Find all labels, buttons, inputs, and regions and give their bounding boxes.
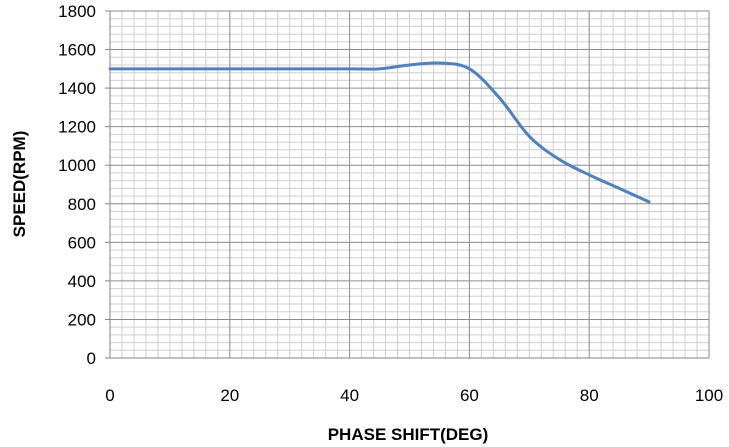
y-tick-label: 800 <box>68 195 96 214</box>
x-tick-label: 80 <box>580 386 599 405</box>
y-tick-label: 1600 <box>58 41 96 60</box>
y-tick-label: 1800 <box>58 2 96 21</box>
y-tick-label: 400 <box>68 272 96 291</box>
y-tick-label: 1200 <box>58 118 96 137</box>
x-tick-label: 0 <box>105 386 114 405</box>
axes <box>105 10 709 359</box>
x-tick-label: 60 <box>460 386 479 405</box>
series-line-0 <box>108 61 651 204</box>
y-axis-title: SPEED(RPM) <box>10 131 29 238</box>
x-tick-label: 40 <box>340 386 359 405</box>
x-tick-label: 20 <box>220 386 239 405</box>
y-tick-label: 1000 <box>58 156 96 175</box>
grid <box>109 10 710 359</box>
x-tick-label: 100 <box>695 386 723 405</box>
y-tick-label: 1400 <box>58 79 96 98</box>
series-group <box>108 61 651 204</box>
y-tick-label: 200 <box>68 310 96 329</box>
x-axis-title: PHASE SHIFT(DEG) <box>328 425 489 444</box>
y-tick-labels: 0 200 400 600 800 1000 1200 1400 1600 1800 <box>58 2 96 368</box>
y-tick-label: 600 <box>68 233 96 252</box>
y-tick-label: 0 <box>87 349 96 368</box>
x-tick-labels: 0 20 40 60 80 100 <box>105 386 723 405</box>
